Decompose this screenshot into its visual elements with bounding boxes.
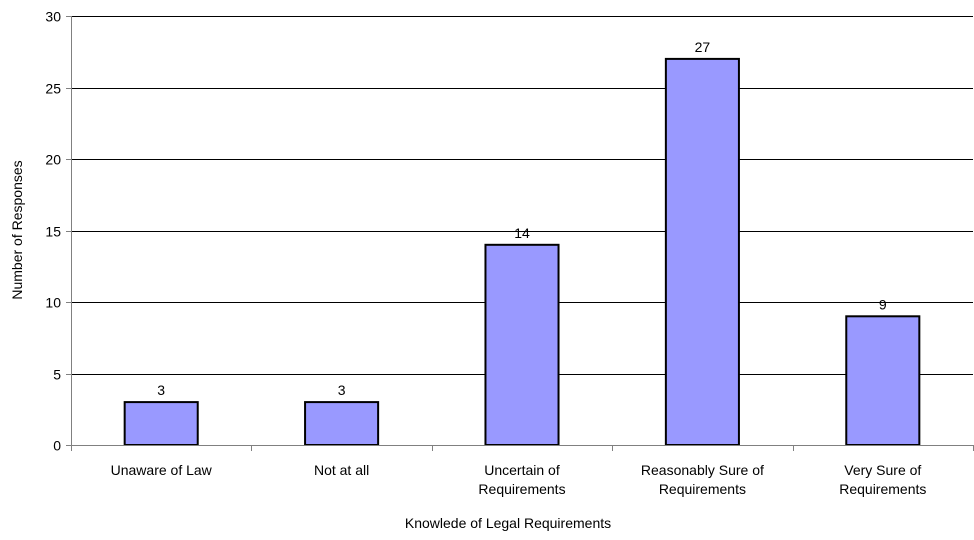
y-tick-label: 20 xyxy=(45,152,61,168)
bars xyxy=(123,57,921,447)
bar xyxy=(664,57,740,447)
axes xyxy=(66,16,974,451)
y-tick-label: 30 xyxy=(45,9,61,25)
bar xyxy=(304,401,380,447)
x-tick-label: Not at all xyxy=(314,462,369,478)
y-tick-label: 5 xyxy=(53,367,61,383)
x-tick-label: Reasonably Sure of Requirements xyxy=(641,462,764,497)
y-axis-title: Number of Responses xyxy=(9,160,25,299)
data-label: 14 xyxy=(514,225,530,241)
x-tick-label: Unaware of Law xyxy=(111,462,213,478)
gridlines xyxy=(71,16,973,375)
x-tick-labels: Unaware of Law Not at all Uncertain of Requ… xyxy=(111,462,927,497)
data-label: 27 xyxy=(695,39,711,55)
data-label: 3 xyxy=(157,382,165,398)
y-tick-label: 10 xyxy=(45,295,61,311)
x-axis-title: Knowlede of Legal Requirements xyxy=(405,515,611,531)
x-tick-label: Uncertain of Requirements xyxy=(478,462,565,497)
x-tick-label: Very Sure of Requirements xyxy=(839,462,926,497)
data-label: 9 xyxy=(879,296,887,312)
y-tick-label: 0 xyxy=(53,438,61,454)
bar xyxy=(484,243,560,446)
y-tick-label: 15 xyxy=(45,224,61,240)
bar xyxy=(845,315,921,446)
data-labels: 3 3 14 27 9 xyxy=(157,39,887,398)
bar xyxy=(123,401,199,447)
y-tick-label: 25 xyxy=(45,81,61,97)
y-tick-labels: 0 5 10 15 20 25 30 xyxy=(45,9,61,454)
data-label: 3 xyxy=(338,382,346,398)
